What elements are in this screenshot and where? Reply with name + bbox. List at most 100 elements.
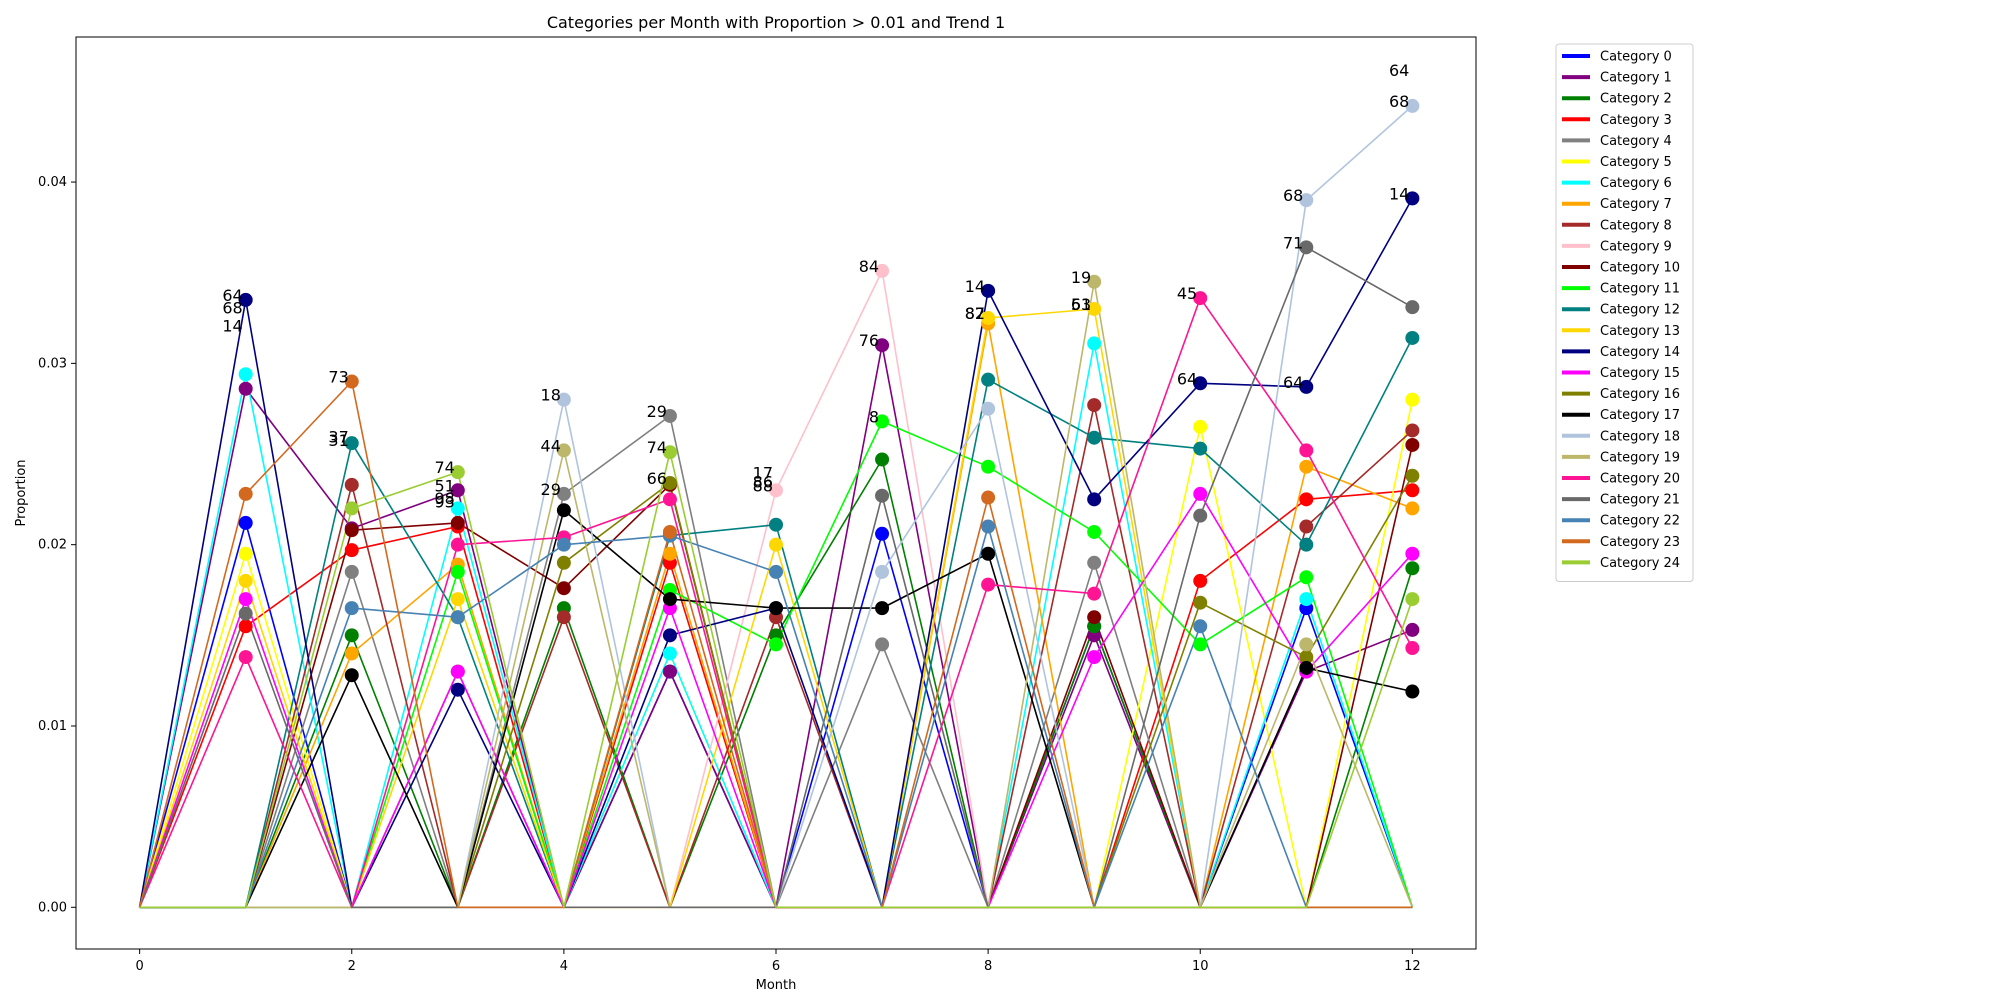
data-point-category-4	[556, 486, 571, 501]
data-point-category-16	[1299, 650, 1314, 665]
data-point-category-17	[344, 668, 359, 683]
legend-entry-label: Category 9	[1600, 239, 1672, 254]
point-annotation: 74	[434, 458, 454, 477]
legend-box	[1555, 43, 1694, 582]
data-point-category-4	[875, 637, 890, 652]
data-point-category-21	[1405, 300, 1420, 315]
data-point-category-7	[1299, 459, 1314, 474]
data-point-category-6	[450, 501, 465, 516]
point-annotation: 64	[1283, 373, 1303, 392]
legend-entry-label: Category 20	[1600, 472, 1680, 487]
data-point-category-12	[344, 436, 359, 451]
point-annotation: 19	[1071, 268, 1091, 287]
data-point-category-8	[1405, 423, 1420, 438]
data-point-category-0	[238, 515, 253, 530]
data-point-category-2	[1405, 561, 1420, 576]
data-point-category-7	[1405, 501, 1420, 516]
point-annotation: 87	[965, 304, 985, 323]
point-annotation: 8	[869, 407, 879, 426]
y-tick-label: 0.01	[38, 719, 67, 734]
data-point-category-20	[1405, 641, 1420, 656]
y-tick-label: 0.04	[38, 175, 67, 190]
data-point-category-16	[1193, 595, 1208, 610]
data-point-category-20	[1087, 586, 1102, 601]
data-point-category-21	[1299, 240, 1314, 255]
x-tick-label: 0	[135, 959, 143, 974]
data-point-category-18	[1299, 193, 1314, 208]
legend-entry-label: Category 19	[1600, 450, 1680, 465]
point-annotation: 76	[859, 331, 879, 350]
data-point-category-22	[1193, 619, 1208, 634]
legend-entry-label: Category 2	[1600, 92, 1672, 107]
data-point-category-4	[662, 408, 677, 423]
data-point-category-8	[1087, 398, 1102, 413]
point-annotation: 61	[1071, 295, 1091, 314]
legend-entry-label: Category 11	[1600, 282, 1680, 297]
data-point-category-17	[662, 592, 677, 607]
data-point-category-16	[1405, 468, 1420, 483]
x-tick-label: 10	[1192, 959, 1209, 974]
data-point-category-1	[662, 664, 677, 679]
data-point-category-20	[662, 492, 677, 507]
data-point-category-21	[238, 606, 253, 621]
legend-entry-label: Category 23	[1600, 535, 1680, 550]
legend-entry-label: Category 5	[1600, 155, 1672, 170]
x-tick-label: 2	[348, 959, 356, 974]
data-point-category-15	[1087, 650, 1102, 665]
data-point-category-14	[238, 292, 253, 307]
data-point-category-18	[1405, 98, 1420, 113]
legend-entry-label: Category 24	[1600, 556, 1680, 571]
point-annotation: 88	[753, 476, 773, 495]
data-point-category-17	[1405, 684, 1420, 699]
data-point-category-6	[1087, 336, 1102, 351]
point-annotation: 51	[434, 476, 454, 495]
x-tick-label: 6	[772, 959, 780, 974]
data-point-category-1	[875, 338, 890, 353]
point-annotation: 66	[647, 469, 667, 488]
data-point-category-14	[450, 682, 465, 697]
x-tick-label: 8	[984, 959, 992, 974]
data-point-category-21	[875, 488, 890, 503]
legend-entry-label: Category 4	[1600, 134, 1672, 149]
data-point-category-16	[662, 476, 677, 491]
data-point-category-20	[450, 537, 465, 552]
data-point-category-14	[1087, 492, 1102, 507]
point-annotation: 45	[1177, 284, 1197, 303]
point-annotation: 68	[222, 299, 242, 318]
data-point-category-10	[450, 515, 465, 530]
point-annotation: 37	[328, 427, 348, 446]
data-point-category-12	[769, 517, 783, 532]
data-point-category-13	[981, 311, 996, 326]
point-annotation: 18	[541, 386, 561, 405]
data-point-category-15	[1405, 546, 1420, 561]
data-point-category-11	[450, 564, 465, 579]
point-annotation: 29	[541, 480, 561, 499]
data-point-category-24	[662, 445, 677, 460]
data-point-category-8	[344, 477, 359, 492]
data-point-category-13	[1087, 301, 1102, 316]
data-point-category-12	[981, 372, 996, 387]
point-annotation: 31	[328, 431, 348, 450]
data-point-category-17	[875, 601, 890, 616]
data-point-category-8	[556, 610, 571, 625]
data-point-category-10	[556, 581, 571, 596]
data-point-category-0	[875, 526, 890, 541]
data-point-category-2	[875, 452, 890, 467]
data-point-category-14	[1299, 379, 1314, 394]
data-point-category-24	[1405, 592, 1420, 607]
data-point-category-17	[769, 601, 783, 616]
point-annotation: 84	[859, 257, 879, 276]
point-annotation: 14	[1389, 184, 1409, 203]
x-tick-label: 4	[560, 959, 568, 974]
data-point-category-1	[238, 381, 253, 396]
data-point-category-15	[450, 664, 465, 679]
data-point-category-11	[1193, 637, 1208, 652]
data-point-category-1	[450, 483, 465, 498]
data-point-category-13	[769, 537, 783, 552]
data-point-category-19	[1299, 637, 1314, 652]
data-point-category-1	[1405, 622, 1420, 637]
legend-entry-label: Category 10	[1600, 261, 1680, 276]
